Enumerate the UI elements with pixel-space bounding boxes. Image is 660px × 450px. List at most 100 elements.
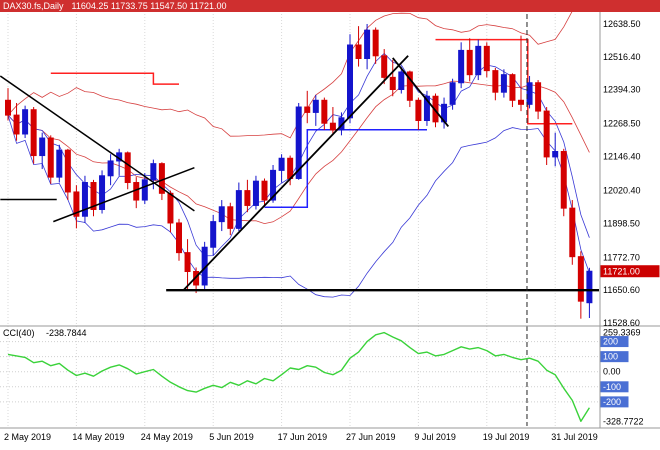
date-label: 24 May 2019 xyxy=(141,432,193,442)
candle-body xyxy=(483,45,490,72)
candle-body xyxy=(73,191,80,217)
ohlc-readout: 11604.25 11733.75 11547.50 11721.00 xyxy=(71,1,227,11)
cci-level-label: 100 xyxy=(603,352,618,362)
candle-body xyxy=(432,95,439,123)
cci-level-badge xyxy=(600,381,629,393)
candle-body xyxy=(475,45,482,76)
date-label: 31 Jul 2019 xyxy=(551,432,598,442)
cci-level-label: 200 xyxy=(603,337,618,347)
candle-body xyxy=(235,190,242,229)
candle-body xyxy=(518,99,524,105)
cci-line xyxy=(7,331,590,422)
candle-body xyxy=(372,29,379,57)
candle-body xyxy=(47,137,54,178)
candle-body xyxy=(329,122,336,131)
candle-body xyxy=(586,270,593,304)
candle-body xyxy=(543,110,550,158)
candle-body xyxy=(560,151,567,209)
candle-body xyxy=(577,256,584,302)
cci-level-badge xyxy=(600,336,629,348)
price-axis-label: 12516.40 xyxy=(603,52,641,62)
price-axis-label: 11528.60 xyxy=(603,318,640,328)
trendline xyxy=(392,57,450,128)
candle-body xyxy=(39,137,46,157)
candle-body xyxy=(167,192,174,224)
candle-body xyxy=(150,163,157,181)
price-axis-label: 12146.40 xyxy=(603,152,641,162)
trendline xyxy=(0,75,195,212)
date-label: 17 Jun 2019 xyxy=(278,432,328,442)
candle-body xyxy=(287,157,294,179)
candle-body xyxy=(295,106,302,179)
candle-body xyxy=(184,252,191,273)
candle-body xyxy=(13,114,20,135)
candle-body xyxy=(90,182,97,210)
candle-body xyxy=(210,221,217,248)
step-line xyxy=(50,72,179,85)
candle-body xyxy=(389,76,396,90)
candle-body xyxy=(227,206,234,229)
cci-max-label: 259.3369 xyxy=(603,328,641,338)
trendline xyxy=(53,166,195,223)
cci-level-badge xyxy=(600,351,629,363)
current-price-label: 11721.00 xyxy=(603,267,640,277)
candle-body xyxy=(30,109,37,157)
date-label: 5 Jun 2019 xyxy=(209,432,254,442)
candle-body xyxy=(415,99,422,122)
date-label: 14 May 2019 xyxy=(72,432,124,442)
chart-title-bar: DAX30.fs,Daily 11604.25 11733.75 11547.5… xyxy=(0,0,660,12)
candle-body xyxy=(535,82,542,112)
price-axis-label: 11772.70 xyxy=(603,252,640,262)
candle-body xyxy=(449,82,456,105)
candle-body xyxy=(176,222,182,254)
cci-min-label: -328.7722 xyxy=(603,416,644,426)
price-axis-label: 12020.40 xyxy=(603,186,641,196)
candle-body xyxy=(252,180,259,206)
candle-body xyxy=(509,74,516,101)
candle-body xyxy=(244,190,251,206)
cci-panel: CCI(40) -238.7844 xyxy=(3,328,590,422)
candle-body xyxy=(56,149,63,178)
cci-zero-label: 0.00 xyxy=(603,367,621,377)
candle-body xyxy=(364,29,371,59)
cci-level-label: -200 xyxy=(603,397,621,407)
candle-body xyxy=(321,99,328,124)
candle-body xyxy=(270,169,277,201)
time-axis: 2 May 2019 14 May 2019 24 May 2019 5 Jun 20… xyxy=(4,432,598,442)
cci-label: CCI(40) xyxy=(3,328,35,338)
price-axis-label: 12638.50 xyxy=(603,19,641,29)
cci-value: -238.7844 xyxy=(46,328,87,338)
candle-body xyxy=(355,44,362,59)
current-price-badge xyxy=(600,265,660,278)
date-label: 9 Jul 2019 xyxy=(414,432,456,442)
date-label: 27 Jun 2019 xyxy=(346,432,396,442)
drawn-objects xyxy=(0,14,599,426)
candle-body xyxy=(304,106,311,113)
price-axis-label: 11898.50 xyxy=(603,218,640,228)
candle-body xyxy=(99,175,106,210)
candle-body xyxy=(466,49,473,76)
trendline xyxy=(182,55,409,291)
cci-level-label: -100 xyxy=(603,382,621,392)
candle-body xyxy=(64,149,71,193)
candle-body xyxy=(526,82,533,105)
candle-body xyxy=(381,55,388,78)
symbol-period-label: DAX30.fs,Daily xyxy=(3,1,64,11)
candle-body xyxy=(22,109,29,135)
candle-body xyxy=(552,151,559,158)
candle-body xyxy=(406,71,413,101)
candle-body xyxy=(107,160,114,177)
candle-body xyxy=(141,179,148,201)
candle-body xyxy=(81,182,88,217)
candle-body xyxy=(124,152,131,184)
price-axis: 12638.50 12516.40 12394.30 12268.50 12146.40… xyxy=(600,19,660,426)
candle-body xyxy=(569,207,576,258)
candle-body xyxy=(312,99,319,113)
date-label: 2 May 2019 xyxy=(4,432,51,442)
candle-body xyxy=(278,157,285,171)
price-axis-label: 11650.60 xyxy=(603,285,640,295)
candle-body xyxy=(218,206,225,223)
candle-body xyxy=(423,95,430,122)
candles-layer xyxy=(5,23,593,319)
